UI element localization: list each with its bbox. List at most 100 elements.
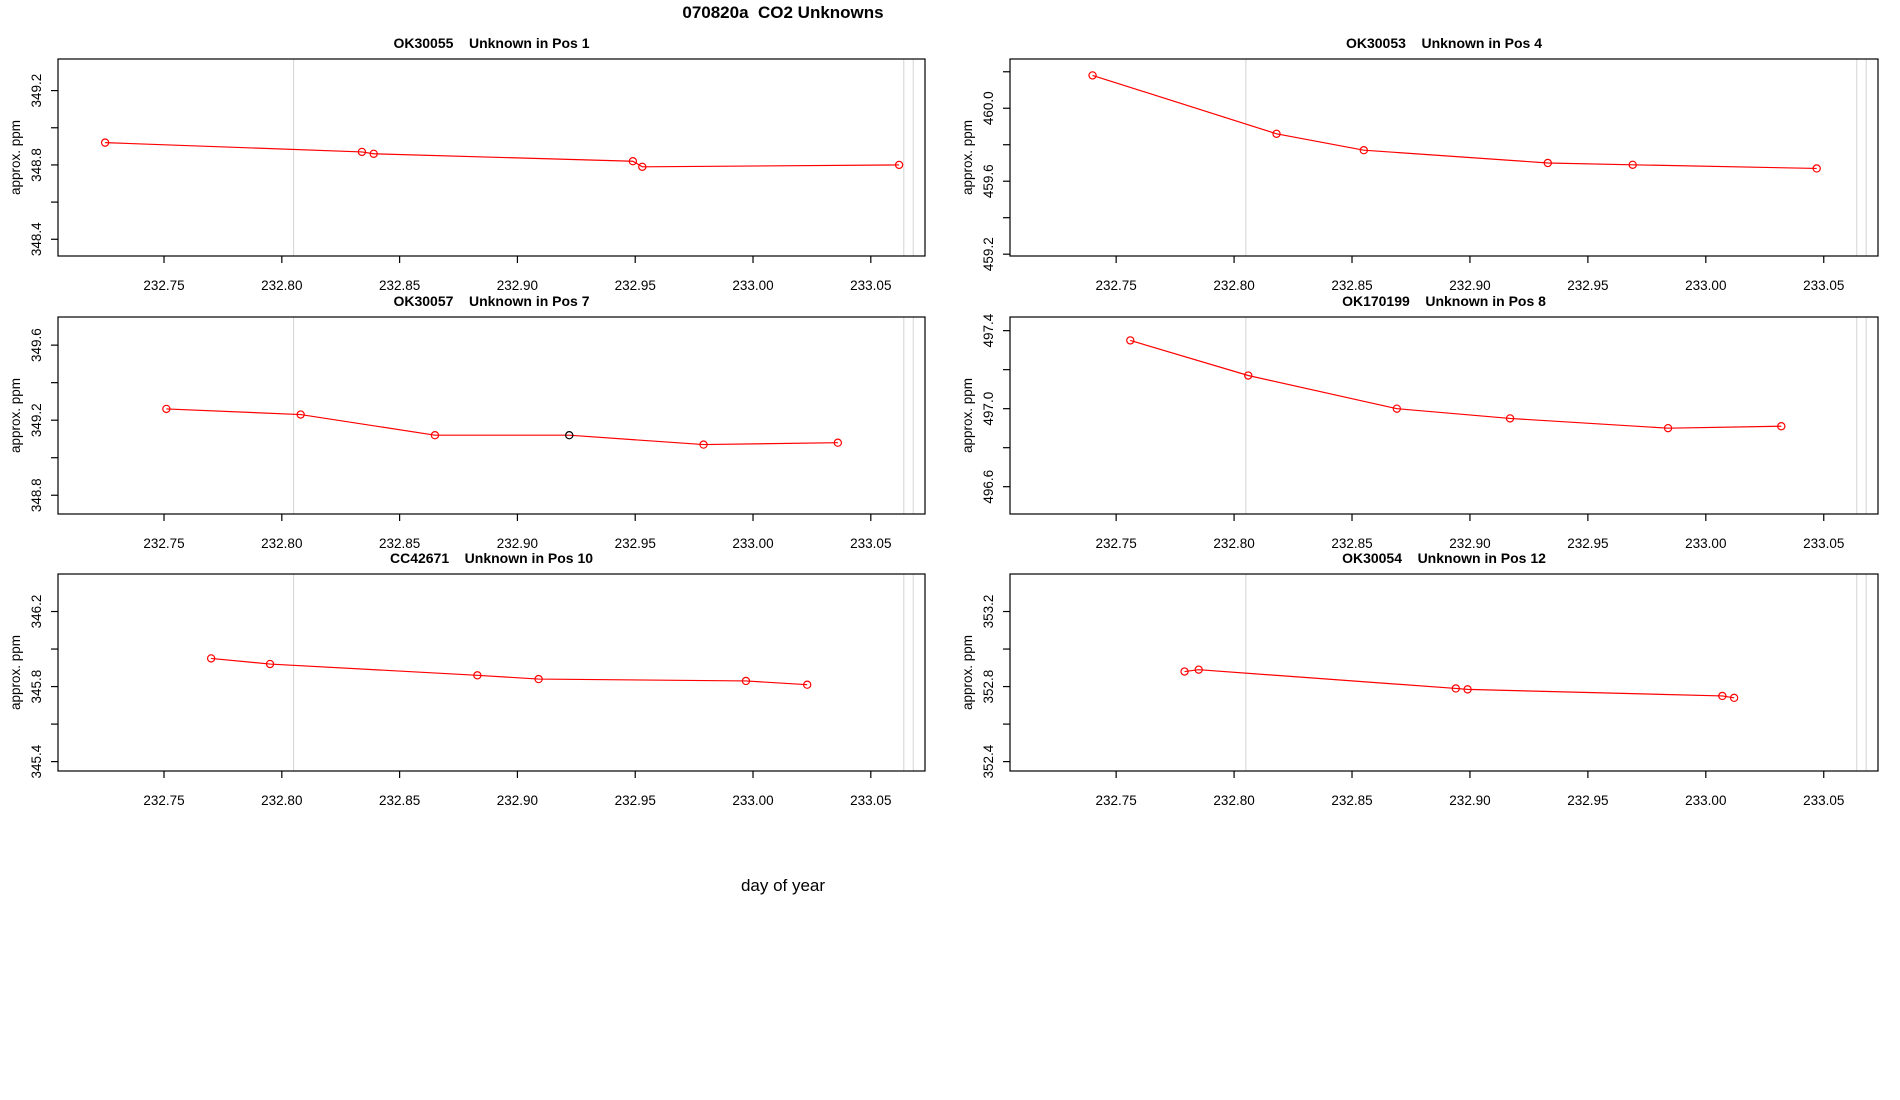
data-point <box>265 659 275 669</box>
data-point <box>1392 404 1402 413</box>
data-point <box>1663 423 1673 433</box>
y-tick-label: 353.2 <box>981 595 996 629</box>
x-tick-label: 232.85 <box>379 793 420 808</box>
panel-OK30055: 232.75 232.80 232.85 232.90 232.95 233.00 233.… <box>8 58 926 293</box>
y-tick-label: 497.0 <box>981 392 996 426</box>
x-tick-label: 233.00 <box>1685 793 1726 808</box>
data-point <box>565 431 574 440</box>
data-point <box>1463 685 1472 694</box>
data-point <box>628 157 638 166</box>
series-line <box>1092 74 1817 170</box>
data-point <box>1272 129 1281 138</box>
data-point <box>162 404 171 414</box>
panel-OK170199: 232.75 232.80 232.85 232.90 232.95 233.00 233.… <box>960 313 1879 551</box>
data-point <box>357 147 367 157</box>
x-tick-label: 233.05 <box>1803 278 1844 293</box>
data-point <box>1718 691 1727 701</box>
x-tick-label: 232.75 <box>1095 536 1136 551</box>
data-point <box>369 149 378 158</box>
x-tick-label: 233.05 <box>850 536 891 551</box>
data-point <box>741 676 751 686</box>
x-tick-label: 232.80 <box>261 278 302 293</box>
y-axis-title: approx. ppm <box>8 378 23 453</box>
x-tick-label: 232.95 <box>1567 536 1608 551</box>
series-line <box>166 408 838 446</box>
data-point <box>1451 684 1460 693</box>
series-line <box>105 142 900 168</box>
y-tick-label: 352.8 <box>981 670 996 704</box>
data-point <box>100 138 110 147</box>
data-point <box>296 410 305 419</box>
y-axis-title: approx. ppm <box>960 120 975 195</box>
x-tick-label: 232.85 <box>379 536 420 551</box>
panel-border <box>1009 573 1879 772</box>
data-point <box>1126 336 1135 345</box>
data-point <box>1812 164 1821 173</box>
x-axis-label: day of year <box>740 876 826 895</box>
x-tick-label: 232.85 <box>1331 536 1372 551</box>
y-tick-label: 346.2 <box>29 595 44 629</box>
x-tick-label: 233.05 <box>1803 536 1844 551</box>
x-tick-label: 232.95 <box>1567 793 1608 808</box>
y-tick-label: 349.2 <box>29 403 44 437</box>
series-line <box>211 657 808 686</box>
data-point <box>833 438 843 447</box>
data-point <box>1543 158 1552 168</box>
x-tick-label: 232.85 <box>379 278 420 293</box>
panel-border <box>57 573 926 772</box>
data-point <box>803 680 812 689</box>
data-point <box>430 431 440 440</box>
x-tick-label: 232.90 <box>1449 278 1490 293</box>
y-tick-label: 345.4 <box>29 744 44 778</box>
series-line <box>1130 339 1782 429</box>
panel-title-OK30053: OK30053 Unknown in Pos 4 <box>1345 35 1543 51</box>
data-point <box>638 162 647 171</box>
data-point <box>1729 693 1739 703</box>
x-tick-label: 233.00 <box>732 278 773 293</box>
y-tick-label: 349.6 <box>29 328 44 362</box>
x-tick-label: 232.80 <box>261 793 302 808</box>
x-tick-label: 233.00 <box>1685 278 1726 293</box>
data-point <box>1505 414 1515 423</box>
data-point <box>699 440 708 449</box>
y-axis-title: approx. ppm <box>8 635 23 710</box>
y-tick-label: 496.6 <box>981 470 996 504</box>
data-point <box>1359 146 1369 155</box>
panel-border <box>1009 58 1879 257</box>
panel-title-OK30054: OK30054 Unknown in Pos 12 <box>1342 550 1546 566</box>
x-tick-label: 232.90 <box>497 278 538 293</box>
y-tick-label: 497.4 <box>981 313 996 347</box>
panel-border <box>57 58 926 257</box>
x-tick-label: 232.90 <box>1449 536 1490 551</box>
data-point <box>894 160 904 170</box>
x-tick-label: 232.90 <box>497 793 538 808</box>
panel-OK30053: 232.75 232.80 232.85 232.90 232.95 233.00 233.… <box>960 58 1879 293</box>
data-point <box>473 671 482 680</box>
data-point <box>1777 422 1786 431</box>
panel-title-OK170199: OK170199 Unknown in Pos 8 <box>1342 293 1546 309</box>
x-tick-label: 232.80 <box>1213 278 1254 293</box>
y-tick-label: 459.6 <box>981 164 996 198</box>
data-point <box>1628 160 1637 169</box>
y-axis-title: approx. ppm <box>960 635 975 710</box>
data-point <box>1088 71 1097 80</box>
x-tick-label: 232.80 <box>1213 536 1254 551</box>
panel-title-OK30055: OK30055 Unknown in Pos 1 <box>393 35 590 51</box>
y-tick-label: 348.8 <box>29 478 44 512</box>
x-tick-label: 233.05 <box>850 793 891 808</box>
data-point <box>206 654 216 663</box>
y-tick-label: 348.8 <box>29 148 44 182</box>
panel-title-CC42671: CC42671 Unknown in Pos 10 <box>389 550 594 566</box>
y-tick-label: 352.4 <box>981 744 996 778</box>
series-line <box>1184 669 1735 699</box>
x-tick-label: 232.75 <box>1095 278 1136 293</box>
panel-OK30057: 232.75 232.80 232.85 232.90 232.95 233.00 233.… <box>8 316 926 551</box>
panel-border <box>57 316 926 515</box>
data-point <box>1244 371 1253 380</box>
y-axis-title: approx. ppm <box>8 120 23 195</box>
x-tick-label: 232.90 <box>497 536 538 551</box>
data-point <box>534 674 543 684</box>
panel-border <box>1009 316 1879 515</box>
